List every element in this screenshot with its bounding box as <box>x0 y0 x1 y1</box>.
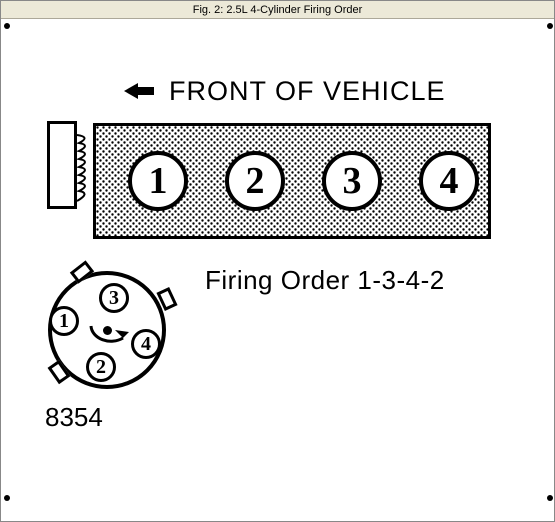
coil-winding-icon <box>77 133 93 203</box>
ignition-coil-icon <box>47 121 77 209</box>
cylinder-2: 2 <box>225 151 285 211</box>
rotation-arrow-icon <box>85 320 129 350</box>
front-arrow-icon <box>124 83 154 99</box>
cylinder-4: 4 <box>419 151 479 211</box>
distributor-center-dot-icon <box>103 326 112 335</box>
window-frame: Fig. 2: 2.5L 4-Cylinder Firing Order FRO… <box>0 0 555 522</box>
frame-dot-icon <box>547 495 553 501</box>
distributor-terminal-4: 4 <box>131 329 161 359</box>
distributor-terminal-2: 2 <box>86 352 116 382</box>
title-bar: Fig. 2: 2.5L 4-Cylinder Firing Order <box>1 1 554 19</box>
distributor-terminal-1: 1 <box>49 306 79 336</box>
part-number-label: 8354 <box>45 402 103 433</box>
firing-order-label: Firing Order 1-3-4-2 <box>205 265 445 296</box>
cylinder-3: 3 <box>322 151 382 211</box>
frame-dot-icon <box>547 23 553 29</box>
frame-dot-icon <box>4 495 10 501</box>
frame-dot-icon <box>4 23 10 29</box>
front-of-vehicle-label: FRONT OF VEHICLE <box>169 76 446 107</box>
distributor-terminal-3: 3 <box>99 283 129 313</box>
diagram-canvas: FRONT OF VEHICLE 1234 Firing Order 1-3- <box>1 19 554 521</box>
window-title: Fig. 2: 2.5L 4-Cylinder Firing Order <box>193 4 363 16</box>
cylinder-1: 1 <box>128 151 188 211</box>
